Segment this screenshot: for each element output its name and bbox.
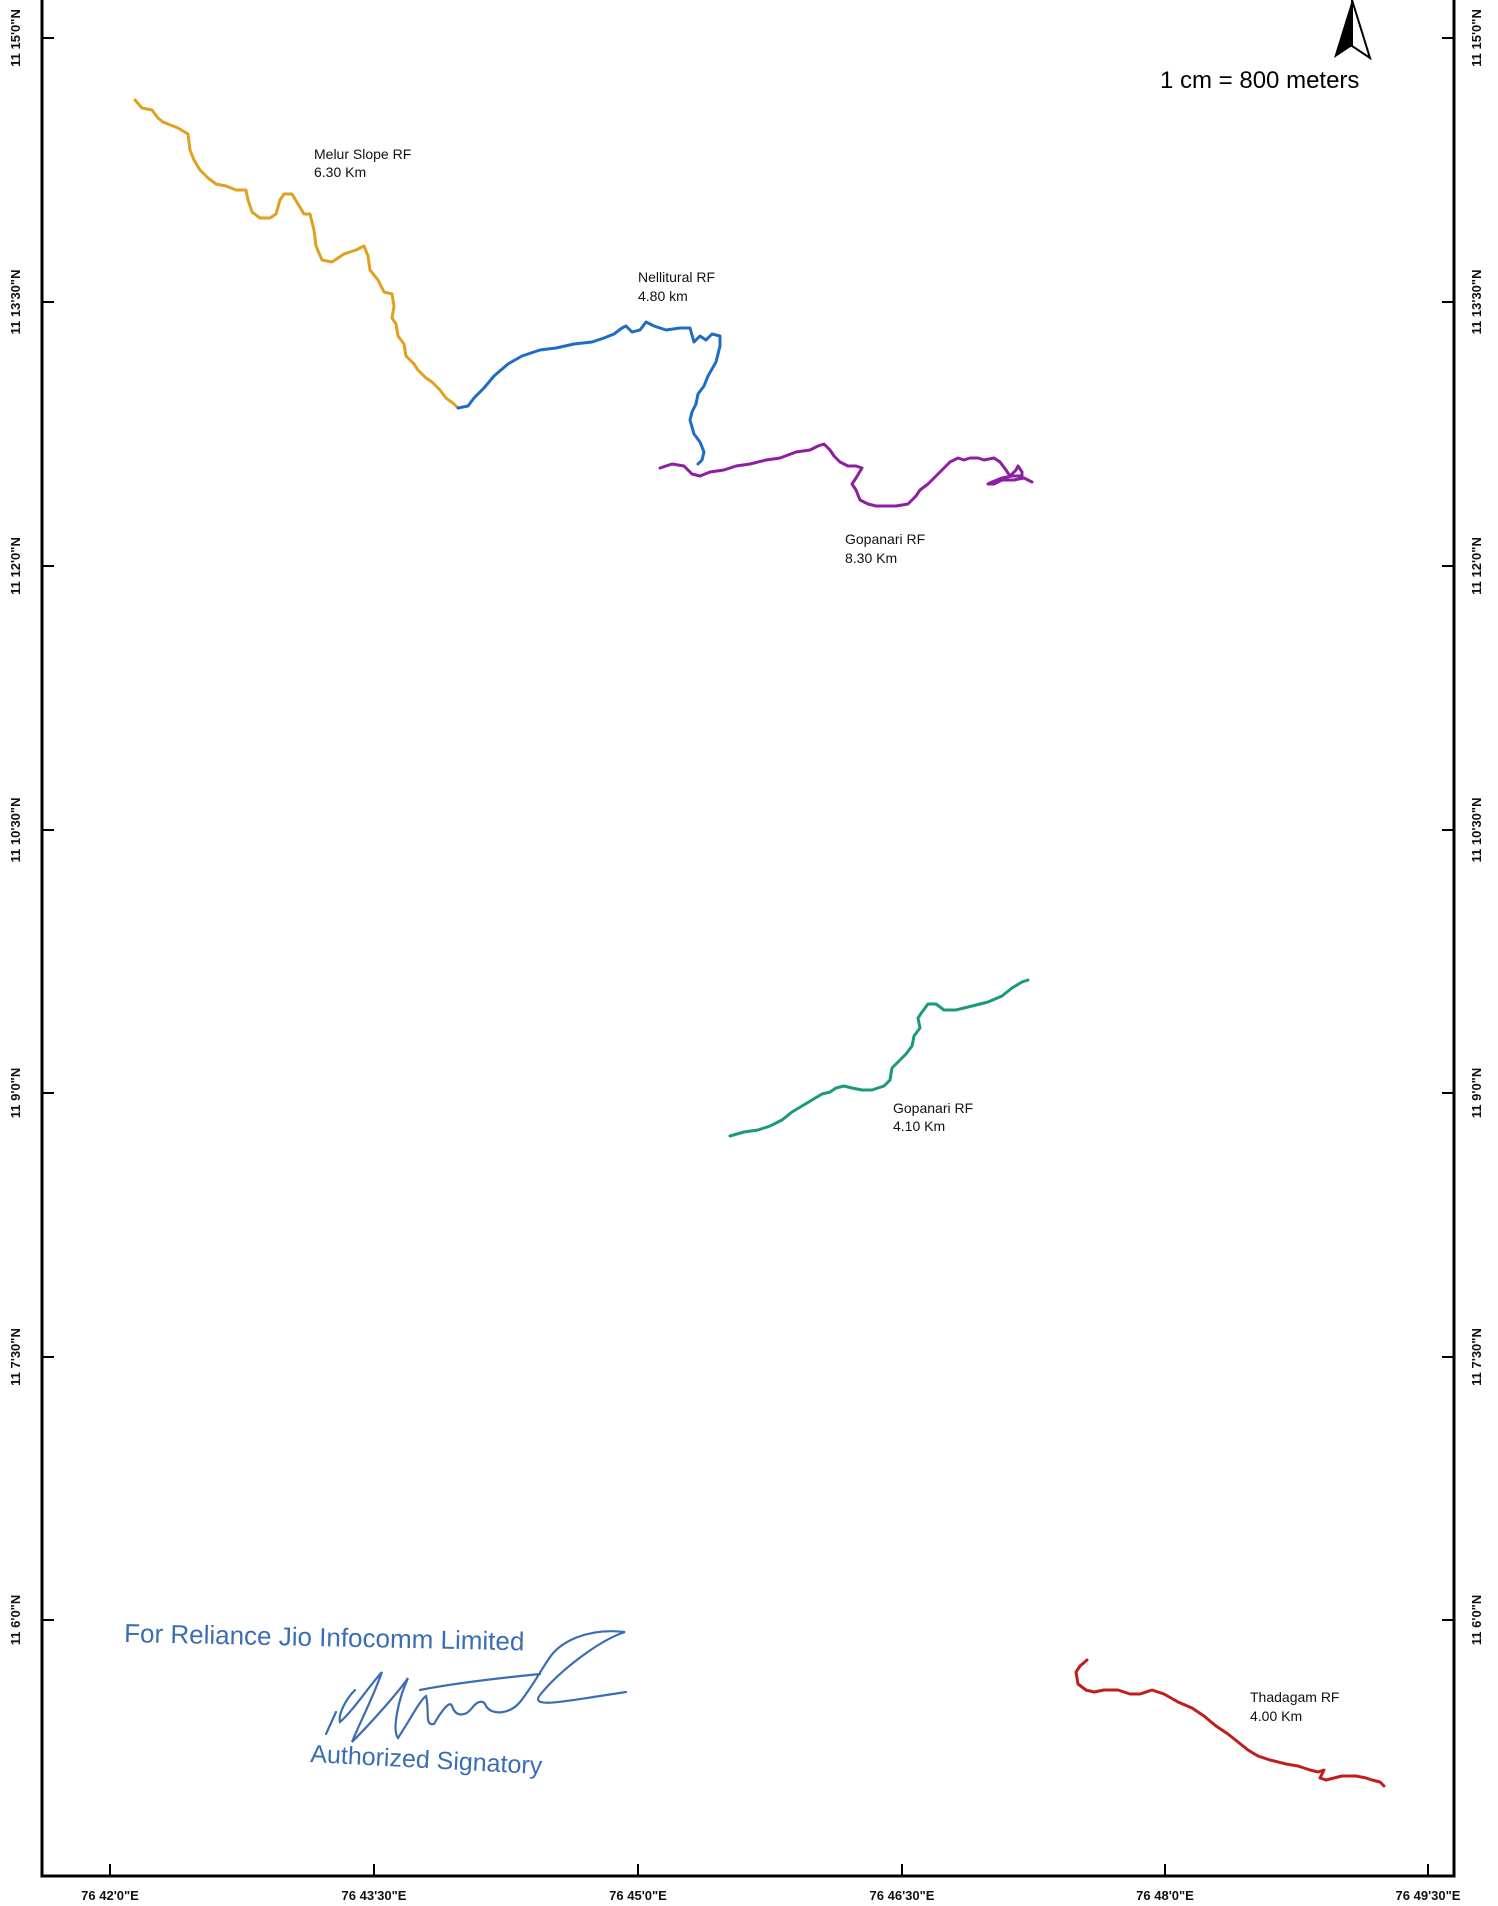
- lon-label: 76 42'0"E: [81, 1888, 139, 1903]
- route-label-nellitural: Nellitural RF 4.80 km: [638, 269, 715, 304]
- route-name: Thadagam RF: [1250, 1689, 1339, 1705]
- route-length: 4.80 km: [638, 288, 688, 304]
- route-name: Nellitural RF: [638, 269, 715, 285]
- scale-text: 1 cm = 800 meters: [1160, 67, 1359, 94]
- route-length: 4.10 Km: [893, 1118, 945, 1134]
- route-length: 6.30 Km: [314, 164, 366, 180]
- lat-label-right: 11 10'30"N: [1469, 798, 1484, 863]
- lon-label: 76 48'0"E: [1136, 1888, 1194, 1903]
- lat-label-left: 11 13'30"N: [8, 270, 23, 335]
- lat-label-left: 11 12'0"N: [8, 537, 23, 595]
- lat-label-right: 11 15'0"N: [1469, 9, 1484, 67]
- route-label-melur-slope: Melur Slope RF 6.30 Km: [314, 146, 411, 180]
- route-length: 8.30 Km: [845, 550, 897, 566]
- lon-label: 76 45'0"E: [609, 1888, 667, 1903]
- lat-label-left: 11 6'0"N: [8, 1595, 23, 1645]
- stamp-company: For Reliance Jio Infocomm Limited: [124, 1618, 525, 1656]
- lat-label-right: 11 6'0"N: [1469, 1595, 1484, 1645]
- route-label-thadagam: Thadagam RF 4.00 Km: [1250, 1689, 1339, 1724]
- route-name: Gopanari RF: [893, 1100, 973, 1116]
- route-melur-slope: [133, 98, 460, 410]
- lon-label: 76 46'30"E: [870, 1888, 935, 1903]
- route-label-gopanari-8-30: Gopanari RF 8.30 Km: [845, 531, 925, 566]
- route-gopanari-4-10: [728, 978, 1030, 1138]
- route-label-gopanari-4-10: Gopanari RF 4.10 Km: [893, 1100, 973, 1134]
- lat-label-left: 11 9'0"N: [8, 1068, 23, 1118]
- stamp-role: Authorized Signatory: [310, 1740, 544, 1780]
- lon-label: 76 49'30"E: [1396, 1888, 1461, 1903]
- lat-label-right: 11 9'0"N: [1469, 1068, 1484, 1118]
- lat-label-left: 11 7'30"N: [8, 1328, 23, 1386]
- route-name: Gopanari RF: [845, 531, 925, 547]
- lat-label-right: 11 13'30"N: [1469, 270, 1484, 335]
- lon-label: 76 43'30"E: [342, 1888, 407, 1903]
- lat-label-right: 11 7'30"N: [1469, 1328, 1484, 1386]
- lat-label-left: 11 15'0"N: [8, 9, 23, 67]
- route-length: 4.00 Km: [1250, 1708, 1302, 1724]
- lat-label-right: 11 12'0"N: [1469, 537, 1484, 595]
- north-arrow-icon: [1334, 0, 1372, 61]
- authorized-signatory-stamp: For Reliance Jio Infocomm Limited Author…: [124, 1618, 628, 1780]
- signature-graphic: [324, 1630, 628, 1743]
- route-gopanari-8-30: [658, 442, 1034, 508]
- route-nellitural: [456, 320, 722, 466]
- latitude-grid-left: 11 15'0"N 11 13'30"N 11 12'0"N 11 10'30"…: [8, 9, 54, 1645]
- map-frame: [40, 0, 1456, 1878]
- longitude-grid: 76 42'0"E 76 43'30"E 76 45'0"E 76 46'30"…: [81, 1864, 1461, 1903]
- route-thadagam: [1074, 1658, 1386, 1788]
- route-name: Melur Slope RF: [314, 146, 411, 162]
- lat-label-left: 11 10'30"N: [8, 798, 23, 863]
- latitude-grid-right: 11 15'0"N 11 13'30"N 11 12'0"N 11 10'30"…: [1442, 9, 1484, 1645]
